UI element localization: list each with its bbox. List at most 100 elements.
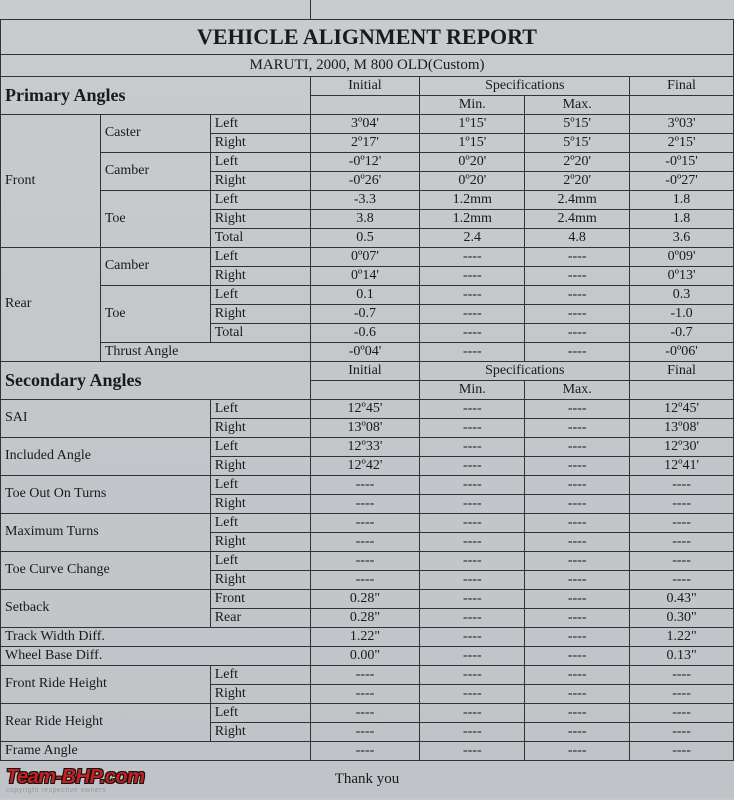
cell: -0º27' [630, 171, 734, 190]
row-side: Right [210, 209, 310, 228]
col-max: Max. [525, 380, 630, 399]
row-side: Left [210, 399, 310, 418]
cell: ---- [420, 513, 525, 532]
cell: ---- [630, 722, 734, 741]
cell: 12º33' [310, 437, 420, 456]
row-side: Rear [210, 608, 310, 627]
row-side: Left [210, 513, 310, 532]
col-min: Min. [420, 95, 525, 114]
row-side: Right [210, 456, 310, 475]
cell: ---- [525, 551, 630, 570]
setback-label: Setback [1, 589, 211, 627]
row-side: Total [210, 323, 310, 342]
cell: ---- [420, 608, 525, 627]
cell: ---- [525, 532, 630, 551]
cell: 2º15' [630, 133, 734, 152]
row-side: Front [210, 589, 310, 608]
row-side: Left [210, 114, 310, 133]
cell: 1º15' [420, 114, 525, 133]
cell: ---- [630, 684, 734, 703]
cell: 0º09' [630, 247, 734, 266]
cell: ---- [630, 741, 734, 760]
col-specs: Specifications [420, 76, 630, 95]
cell: 0.43" [630, 589, 734, 608]
cell: ---- [420, 684, 525, 703]
cell: 12º45' [630, 399, 734, 418]
cell: 1.2mm [420, 190, 525, 209]
col-initial: Initial [310, 76, 420, 95]
cell: -0º15' [630, 152, 734, 171]
cell: 0.13" [630, 646, 734, 665]
cell: ---- [420, 703, 525, 722]
cell: 0.28" [310, 608, 420, 627]
cell: 0º20' [420, 152, 525, 171]
cell: 5º15' [525, 133, 630, 152]
cell: ---- [525, 589, 630, 608]
cell: ---- [630, 494, 734, 513]
cell: ---- [525, 456, 630, 475]
watermark-tag: copyright respective owners [6, 787, 145, 794]
cell: ---- [310, 741, 420, 760]
cell: ---- [420, 551, 525, 570]
cell: -0º12' [310, 152, 420, 171]
row-side: Left [210, 152, 310, 171]
cell: ---- [525, 684, 630, 703]
cell: ---- [525, 608, 630, 627]
cell: 3.8 [310, 209, 420, 228]
cell: 13º08' [630, 418, 734, 437]
cell: ---- [630, 513, 734, 532]
frontride-label: Front Ride Height [1, 665, 211, 703]
cell: ---- [310, 722, 420, 741]
cell: ---- [420, 589, 525, 608]
row-side: Left [210, 285, 310, 304]
cell: ---- [630, 551, 734, 570]
camber-label: Camber [100, 152, 210, 190]
cell: 2º20' [525, 171, 630, 190]
cell: ---- [310, 513, 420, 532]
cell: ---- [310, 665, 420, 684]
rear-group: Rear [1, 247, 101, 361]
cell: ---- [420, 722, 525, 741]
toecurve-label: Toe Curve Change [1, 551, 211, 589]
report-title: VEHICLE ALIGNMENT REPORT [1, 19, 734, 54]
row-side: Left [210, 437, 310, 456]
cell: ---- [420, 475, 525, 494]
cell: ---- [525, 266, 630, 285]
sai-label: SAI [1, 399, 211, 437]
cell: ---- [420, 494, 525, 513]
cell: ---- [420, 342, 525, 361]
cell: ---- [525, 342, 630, 361]
cell: 1º15' [420, 133, 525, 152]
cell: -0.7 [310, 304, 420, 323]
cell: ---- [310, 570, 420, 589]
col-final: Final [630, 361, 734, 380]
cell: ---- [525, 665, 630, 684]
watermark: Team-BHP.com copyright respective owners [6, 767, 145, 794]
cell: ---- [420, 532, 525, 551]
cell: ---- [310, 532, 420, 551]
cell: 0º13' [630, 266, 734, 285]
included-label: Included Angle [1, 437, 211, 475]
row-side: Right [210, 532, 310, 551]
cell: ---- [420, 570, 525, 589]
row-side: Right [210, 133, 310, 152]
cell: -0º04' [310, 342, 420, 361]
cell: 0º14' [310, 266, 420, 285]
cell: ---- [420, 399, 525, 418]
cell: 1.8 [630, 209, 734, 228]
row-side: Right [210, 418, 310, 437]
cell: ---- [310, 475, 420, 494]
cell: ---- [630, 475, 734, 494]
row-side: Right [210, 266, 310, 285]
row-side: Left [210, 665, 310, 684]
cell: 2º20' [525, 152, 630, 171]
cell: 0º20' [420, 171, 525, 190]
row-side: Left [210, 551, 310, 570]
cell: 13º08' [310, 418, 420, 437]
row-side: Left [210, 703, 310, 722]
rearride-label: Rear Ride Height [1, 703, 211, 741]
cell: 1.2mm [420, 209, 525, 228]
row-side: Right [210, 722, 310, 741]
frameangle-label: Frame Angle [1, 741, 311, 760]
cell: ---- [525, 418, 630, 437]
